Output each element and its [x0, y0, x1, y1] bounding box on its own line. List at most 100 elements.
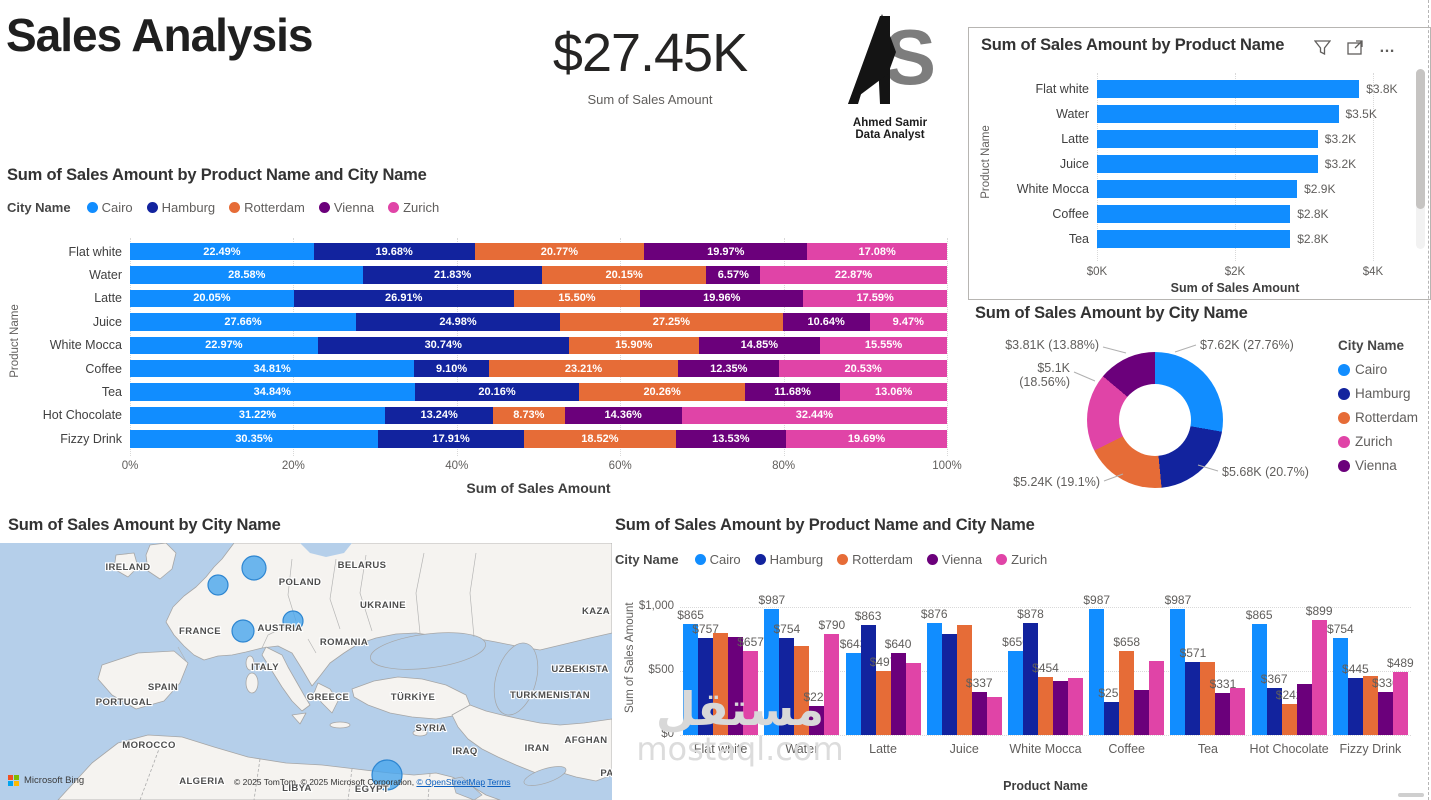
segment-vienna[interactable]: 13.53%	[675, 430, 787, 448]
bar-white-mocca-rotterdam[interactable]	[1038, 676, 1053, 735]
segment-rotterdam[interactable]: 20.15%	[541, 266, 707, 284]
bar-latte-hamburg[interactable]	[860, 624, 876, 735]
segment-cairo[interactable]: 27.66%	[130, 313, 356, 331]
horizontal-scrollbar[interactable]	[1398, 793, 1424, 797]
bar-flat-white[interactable]	[1097, 79, 1360, 98]
bar-juice-vienna[interactable]	[971, 691, 987, 735]
bar-coffee-hamburg[interactable]	[1104, 701, 1120, 735]
bar-latte[interactable]	[1097, 129, 1318, 148]
segment-vienna[interactable]: 6.57%	[706, 266, 761, 284]
segment-vienna[interactable]: 10.64%	[782, 313, 870, 331]
segment-vienna[interactable]: 19.97%	[644, 242, 808, 261]
legend-item-hamburg[interactable]: Hamburg	[754, 552, 823, 567]
legend-item-vienna[interactable]: Vienna	[926, 552, 982, 567]
bar-coffee-zurich[interactable]	[1149, 660, 1165, 735]
segment-vienna[interactable]: 14.36%	[564, 406, 682, 425]
bar-fizzy-drink-rotterdam[interactable]	[1362, 676, 1378, 735]
bar-coffee-vienna[interactable]	[1134, 690, 1150, 735]
segment-hamburg[interactable]: 19.68%	[313, 242, 475, 261]
bar-white-mocca-vienna[interactable]	[1053, 680, 1068, 735]
segment-cairo[interactable]: 34.81%	[130, 359, 415, 378]
segment-hamburg[interactable]: 9.10%	[414, 359, 489, 378]
legend-item-cairo[interactable]: Cairo	[1338, 362, 1418, 377]
bar-water-cairo[interactable]	[764, 608, 780, 735]
segment-cairo[interactable]: 31.22%	[130, 406, 386, 425]
bar-fizzy-drink-hamburg[interactable]	[1347, 678, 1363, 735]
bar-fizzy-drink-vienna[interactable]	[1377, 691, 1393, 735]
bar-tea-cairo[interactable]	[1170, 608, 1186, 735]
bar-water-zurich[interactable]	[824, 633, 840, 735]
bar-tea-hamburg[interactable]	[1185, 661, 1201, 735]
segment-rotterdam[interactable]: 18.52%	[524, 430, 676, 448]
bar-juice[interactable]	[1097, 154, 1318, 173]
segment-zurich[interactable]: 13.06%	[840, 383, 947, 401]
map-provider[interactable]: Microsoft Bing	[8, 775, 84, 786]
bar-coffee-rotterdam[interactable]	[1119, 650, 1135, 735]
segment-cairo[interactable]: 28.58%	[130, 266, 364, 284]
bar-water[interactable]	[1097, 104, 1339, 123]
segment-zurich[interactable]: 20.53%	[779, 359, 947, 378]
segment-cairo[interactable]: 30.35%	[130, 430, 378, 448]
segment-zurich[interactable]: 9.47%	[869, 313, 947, 331]
segment-zurich[interactable]: 22.87%	[760, 266, 947, 284]
bar-flat-white-rotterdam[interactable]	[713, 632, 729, 735]
bar-hot-chocolate-vienna[interactable]	[1296, 684, 1312, 735]
bar-coffee-cairo[interactable]	[1089, 608, 1105, 735]
segment-rotterdam[interactable]: 15.90%	[568, 336, 699, 354]
bar-hot-chocolate-rotterdam[interactable]	[1281, 704, 1297, 735]
bar-white-mocca-zurich[interactable]	[1068, 678, 1083, 735]
donut-chart[interactable]	[1087, 352, 1223, 488]
segment-cairo[interactable]: 34.84%	[130, 383, 415, 401]
legend-item-vienna[interactable]: Vienna	[318, 200, 374, 215]
bar-tea-zurich[interactable]	[1230, 687, 1246, 735]
scrollbar-thumb[interactable]	[1416, 69, 1425, 209]
map-attribution-link[interactable]: © OpenStreetMap	[416, 777, 486, 787]
segment-vienna[interactable]: 11.68%	[744, 383, 841, 401]
segment-hamburg[interactable]: 21.83%	[363, 266, 542, 284]
bar-coffee[interactable]	[1097, 204, 1291, 223]
bar-tea-vienna[interactable]	[1215, 692, 1231, 735]
legend-item-hamburg[interactable]: Hamburg	[146, 200, 215, 215]
bar-hot-chocolate-hamburg[interactable]	[1266, 688, 1282, 735]
legend-item-zurich[interactable]: Zurich	[996, 552, 1047, 567]
filter-icon[interactable]	[1314, 40, 1331, 55]
map-bubble-cairo[interactable]	[371, 759, 403, 791]
segment-zurich[interactable]: 15.55%	[819, 336, 947, 354]
segment-rotterdam[interactable]: 20.77%	[474, 242, 645, 261]
segment-cairo[interactable]: 22.49%	[130, 242, 314, 261]
segment-vienna[interactable]: 14.85%	[698, 336, 820, 354]
bar-flat-white-cairo[interactable]	[683, 624, 699, 735]
bar-juice-zurich[interactable]	[986, 696, 1002, 735]
bar-fizzy-drink-cairo[interactable]	[1332, 638, 1348, 735]
map-bubble-hamburg[interactable]	[241, 555, 267, 581]
europe-map[interactable]: IRELAND BELARUS POLAND UKRAINE KAZA FRANCE AUS…	[0, 543, 612, 800]
segment-rotterdam[interactable]: 20.26%	[579, 383, 745, 401]
bar-white-mocca-hamburg[interactable]	[1023, 622, 1038, 735]
legend-item-zurich[interactable]: Zurich	[1338, 434, 1418, 449]
segment-hamburg[interactable]: 30.74%	[317, 336, 569, 354]
bar-latte-cairo[interactable]	[845, 652, 861, 735]
bar-latte-zurich[interactable]	[905, 662, 921, 735]
segment-rotterdam[interactable]: 15.50%	[513, 289, 641, 308]
segment-hamburg[interactable]: 24.98%	[355, 313, 561, 331]
bar-flat-white-vienna[interactable]	[728, 636, 744, 735]
bar-hot-chocolate-zurich[interactable]	[1311, 619, 1327, 735]
bar-flat-white-zurich[interactable]	[743, 650, 759, 735]
segment-rotterdam[interactable]: 27.25%	[560, 313, 783, 331]
bar-water-rotterdam[interactable]	[794, 645, 810, 735]
segment-hamburg[interactable]: 20.16%	[414, 383, 580, 401]
bar-white-mocca[interactable]	[1097, 179, 1298, 198]
legend-item-zurich[interactable]: Zurich	[388, 200, 439, 215]
segment-rotterdam[interactable]: 23.21%	[488, 359, 679, 378]
kpi-card[interactable]: $27.45K Sum of Sales Amount	[505, 22, 795, 107]
segment-hamburg[interactable]: 13.24%	[385, 406, 494, 425]
segment-cairo[interactable]: 20.05%	[130, 289, 294, 308]
segment-hamburg[interactable]: 17.91%	[377, 430, 525, 448]
segment-zurich[interactable]: 32.44%	[681, 406, 947, 425]
segment-zurich[interactable]: 19.69%	[786, 430, 947, 448]
legend-item-rotterdam[interactable]: Rotterdam	[229, 200, 305, 215]
segment-rotterdam[interactable]: 8.73%	[493, 406, 565, 425]
bar-white-mocca-cairo[interactable]	[1008, 651, 1023, 735]
legend-item-cairo[interactable]: Cairo	[86, 200, 133, 215]
bar-water-hamburg[interactable]	[779, 638, 795, 735]
